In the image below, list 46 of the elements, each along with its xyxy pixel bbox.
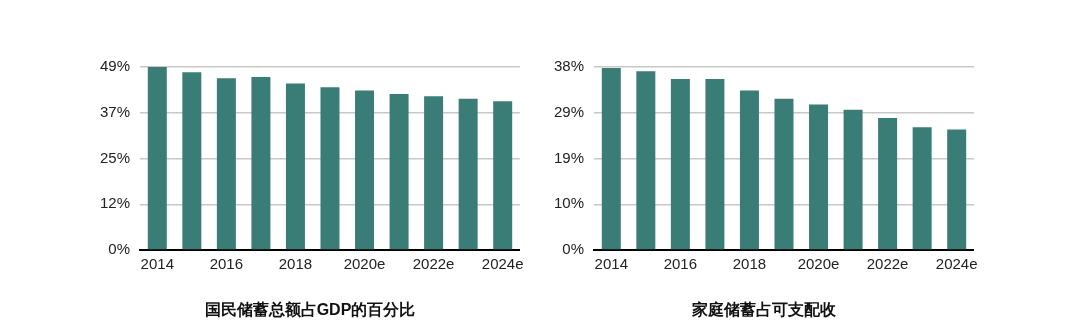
bar — [182, 72, 202, 250]
bar — [947, 129, 967, 250]
bar — [774, 98, 794, 250]
y-tick-label: 19% — [553, 148, 585, 166]
y-tick-label: 49% — [99, 57, 131, 75]
bar — [424, 96, 444, 250]
x-tick-label: 2016 — [209, 255, 244, 273]
bar — [216, 78, 236, 250]
x-tick-label: 2020e — [797, 255, 840, 273]
y-tick-label: 0% — [108, 240, 131, 258]
x-tick-label: 2024e — [935, 255, 978, 273]
bar — [843, 109, 863, 250]
x-tick-label: 2022e — [412, 255, 455, 273]
y-tick-label: 25% — [99, 148, 131, 166]
x-tick-label: 2020e — [343, 255, 386, 273]
x-tick-label: 2022e — [866, 255, 909, 273]
bar — [355, 90, 375, 250]
bar — [878, 118, 898, 250]
x-tick-label: 2014 — [140, 255, 174, 273]
bar — [493, 101, 513, 250]
x-tick-label: 2018 — [278, 255, 313, 273]
y-tick-label: 29% — [553, 102, 585, 120]
bar — [285, 83, 305, 250]
y-tick-label: 37% — [99, 102, 131, 120]
y-tick-label: 12% — [99, 194, 131, 212]
text: 家庭储蓄占可支配收 — [692, 300, 836, 320]
x-tick-label: 2018 — [732, 255, 767, 273]
bar — [389, 93, 409, 250]
bar — [251, 77, 271, 250]
bar — [601, 67, 621, 250]
y-tick-label: 38% — [553, 57, 585, 75]
text: 国民储蓄总额占GDP的百分比 — [204, 300, 416, 320]
bar — [458, 98, 478, 250]
bar — [912, 127, 932, 250]
y-tick-label: 10% — [553, 194, 585, 212]
x-tick-label: 2024e — [481, 255, 524, 273]
bar — [636, 71, 656, 250]
bar — [670, 79, 690, 250]
x-tick-label: 2016 — [663, 255, 698, 273]
bar — [739, 90, 759, 250]
bar — [809, 104, 829, 250]
y-tick-label: 0% — [562, 240, 585, 258]
bar — [147, 67, 167, 250]
bar — [705, 79, 725, 250]
x-tick-label: 2014 — [594, 255, 628, 273]
bar — [320, 87, 340, 250]
